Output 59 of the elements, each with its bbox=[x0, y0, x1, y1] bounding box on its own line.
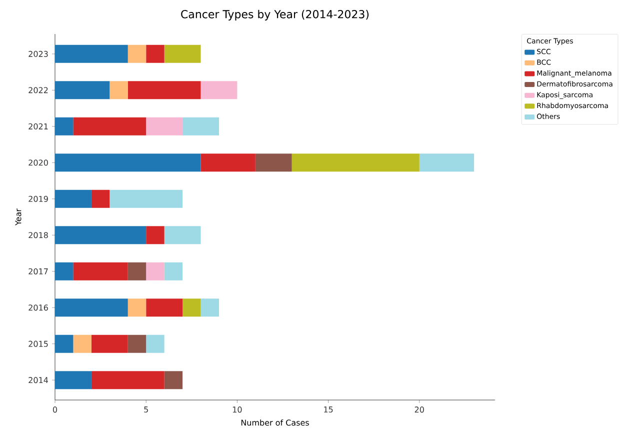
bar bbox=[146, 334, 164, 353]
y-tick-label: 2021 bbox=[28, 123, 48, 130]
bar bbox=[200, 81, 238, 100]
bar bbox=[91, 190, 110, 208]
bar bbox=[182, 117, 219, 136]
bar bbox=[55, 117, 74, 136]
bar bbox=[164, 226, 201, 244]
y-axis-title: Year bbox=[15, 208, 22, 226]
bar bbox=[292, 154, 420, 172]
y-tick-label: 2015 bbox=[28, 340, 48, 347]
bar bbox=[55, 298, 128, 317]
bar bbox=[164, 262, 183, 280]
bar bbox=[91, 371, 164, 390]
bar bbox=[146, 262, 164, 280]
y-tick-label: 2018 bbox=[28, 232, 48, 238]
bar bbox=[110, 81, 128, 100]
bar bbox=[55, 81, 110, 100]
y-tick-label: 2017 bbox=[28, 268, 48, 274]
bar bbox=[128, 298, 146, 317]
bar bbox=[55, 190, 92, 208]
y-tick-label: 2020 bbox=[28, 160, 48, 166]
y-tick-label: 2023 bbox=[28, 50, 48, 57]
bar bbox=[182, 298, 201, 317]
bar bbox=[73, 117, 146, 136]
x-tick-label: 10 bbox=[232, 406, 242, 413]
bar bbox=[200, 298, 219, 317]
bar bbox=[200, 154, 256, 172]
x-tick-label: 20 bbox=[414, 406, 424, 413]
bar bbox=[55, 334, 74, 353]
x-tick-label: 0 bbox=[52, 406, 58, 413]
y-tick-label: 2019 bbox=[28, 196, 48, 202]
bar bbox=[146, 298, 183, 317]
bar bbox=[146, 44, 164, 63]
bar bbox=[255, 154, 292, 172]
bar bbox=[55, 226, 146, 244]
bar bbox=[146, 226, 164, 244]
y-tick-label: 2016 bbox=[28, 304, 48, 311]
x-tick-label: 15 bbox=[324, 406, 333, 412]
bar bbox=[128, 334, 146, 353]
bar bbox=[110, 190, 183, 208]
y-tick-label: 2014 bbox=[28, 377, 48, 384]
bar bbox=[128, 81, 201, 100]
bar bbox=[146, 117, 183, 136]
bar bbox=[419, 154, 474, 172]
y-tick-label: 2022 bbox=[28, 87, 48, 94]
bar bbox=[128, 44, 146, 63]
x-tick-label: 5 bbox=[144, 406, 148, 412]
x-axis-title: Number of Cases bbox=[241, 419, 309, 426]
chart-title: Cancer Types by Year (2014-2023) bbox=[181, 10, 369, 20]
bar bbox=[73, 262, 128, 280]
bar bbox=[128, 262, 146, 280]
bar bbox=[164, 44, 201, 63]
bar bbox=[91, 334, 128, 353]
bar bbox=[55, 154, 201, 172]
bar bbox=[164, 371, 183, 390]
bar bbox=[55, 371, 92, 390]
bar bbox=[73, 334, 92, 353]
bar bbox=[55, 262, 74, 280]
bar bbox=[55, 44, 128, 63]
